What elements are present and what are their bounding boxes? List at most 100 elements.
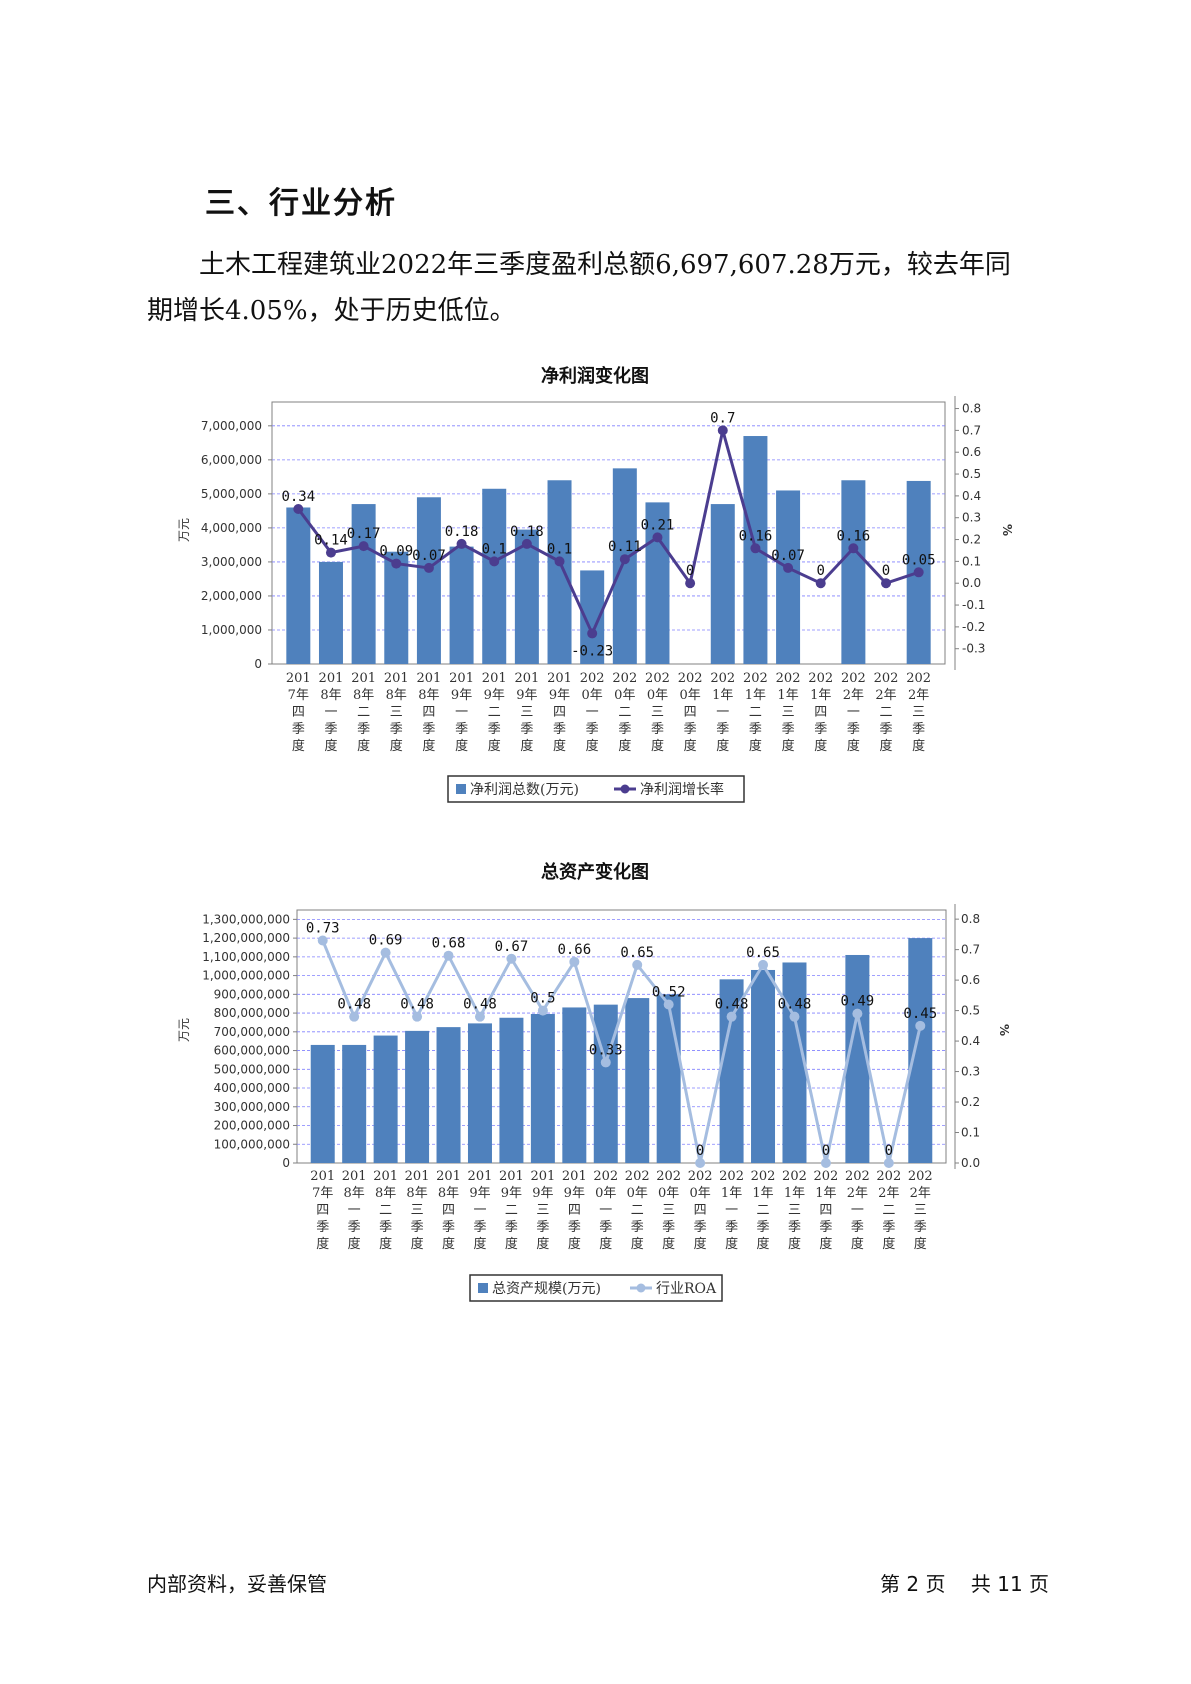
y-axis-unit-label: 万元 xyxy=(177,1018,191,1042)
line-point xyxy=(506,953,517,964)
x-tick-label: 季 xyxy=(618,722,631,737)
data-label: 0.5 xyxy=(530,991,555,1007)
data-label: 0.67 xyxy=(495,939,529,955)
x-tick-label: 季 xyxy=(442,1220,455,1235)
line-point xyxy=(815,578,826,589)
bar xyxy=(719,979,744,1163)
y2-tick-label: 0.8 xyxy=(962,402,981,416)
bar xyxy=(286,507,311,664)
x-tick-label: 季 xyxy=(725,1220,738,1235)
y2-tick-label: 0.7 xyxy=(962,423,981,437)
x-tick-label: 度 xyxy=(788,1236,801,1252)
y2-tick-label: 0.4 xyxy=(961,1034,980,1048)
bar xyxy=(782,962,807,1163)
x-tick-label: 8年 xyxy=(353,688,374,703)
x-tick-label: 一 xyxy=(847,705,860,720)
x-tick-label: 201 xyxy=(547,671,572,686)
x-tick-label: 三 xyxy=(411,1203,424,1218)
x-tick-label: 二 xyxy=(757,1203,770,1218)
x-tick-label: 度 xyxy=(568,1236,581,1252)
y2-tick-label: 0.6 xyxy=(961,973,980,987)
line-point xyxy=(685,578,696,589)
x-tick-label: 8年 xyxy=(418,688,439,703)
data-label: 0.14 xyxy=(314,533,348,549)
line-point xyxy=(852,1008,863,1019)
x-tick-label: 度 xyxy=(618,738,631,754)
y2-tick-label: 0.2 xyxy=(962,533,981,547)
bar xyxy=(908,938,933,1163)
x-tick-label: 度 xyxy=(520,738,533,754)
x-tick-label: 三 xyxy=(662,1203,675,1218)
bar xyxy=(776,490,801,664)
bar xyxy=(351,504,376,664)
data-label: 0 xyxy=(882,563,890,579)
x-tick-label: 202 xyxy=(688,1169,713,1184)
x-tick-label: 季 xyxy=(536,1220,549,1235)
line-point xyxy=(726,1011,737,1022)
x-tick-label: 二 xyxy=(505,1203,518,1218)
x-tick-label: 度 xyxy=(716,738,729,754)
line-point xyxy=(569,956,580,967)
x-tick-label: 度 xyxy=(819,1236,832,1252)
bar xyxy=(384,551,409,664)
data-label: 0.48 xyxy=(337,997,371,1013)
y-tick-label: 300,000,000 xyxy=(214,1100,290,1114)
bar xyxy=(342,1044,367,1163)
y-tick-label: 7,000,000 xyxy=(201,419,262,433)
x-tick-label: 0年 xyxy=(658,1186,679,1201)
y-tick-label: 500,000,000 xyxy=(214,1062,290,1076)
x-tick-label: 度 xyxy=(651,738,664,754)
x-tick-label: 202 xyxy=(906,671,931,686)
x-tick-label: 三 xyxy=(536,1203,549,1218)
line-point xyxy=(349,1011,360,1022)
y2-tick-label: 0.3 xyxy=(961,1065,980,1079)
x-tick-label: 9年 xyxy=(451,688,472,703)
x-tick-label: 季 xyxy=(912,722,925,737)
x-tick-label: 202 xyxy=(908,1169,933,1184)
data-label: 0.11 xyxy=(608,539,642,555)
data-label: 0 xyxy=(885,1143,893,1159)
x-tick-label: 二 xyxy=(488,705,501,720)
line-point xyxy=(521,538,532,549)
legend-line-label: 行业ROA xyxy=(656,1281,717,1297)
bar xyxy=(318,561,343,664)
x-tick-label: 2年 xyxy=(878,1186,899,1201)
bar xyxy=(514,529,539,664)
data-label: 0.17 xyxy=(347,526,381,542)
x-tick-label: 四 xyxy=(422,705,435,720)
x-tick-label: 一 xyxy=(851,1203,864,1218)
x-tick-label: 季 xyxy=(651,722,664,737)
x-tick-label: 度 xyxy=(599,1236,612,1252)
x-tick-label: 2年 xyxy=(847,1186,868,1201)
x-tick-label: 一 xyxy=(473,1203,486,1218)
line-point xyxy=(783,562,794,573)
x-tick-label: 四 xyxy=(568,1203,581,1218)
x-tick-label: 度 xyxy=(882,1236,895,1252)
x-tick-label: 202 xyxy=(656,1169,681,1184)
x-tick-label: 四 xyxy=(442,1203,455,1218)
x-tick-label: 季 xyxy=(292,722,305,737)
data-label: 0 xyxy=(696,1143,704,1159)
bar xyxy=(499,1017,524,1163)
line-point xyxy=(820,1158,831,1168)
data-label: 0.07 xyxy=(412,548,446,564)
x-tick-label: 202 xyxy=(645,671,670,686)
x-tick-label: 0年 xyxy=(614,688,635,703)
x-tick-label: 9年 xyxy=(564,1186,585,1201)
line-point xyxy=(456,538,467,549)
x-tick-label: 度 xyxy=(357,738,370,754)
x-tick-label: 度 xyxy=(912,738,925,754)
x-tick-label: 度 xyxy=(757,1236,770,1252)
y-axis-unit-label: 万元 xyxy=(177,518,191,542)
bar xyxy=(482,488,507,664)
x-tick-label: 201 xyxy=(530,1169,555,1184)
x-tick-label: 度 xyxy=(455,738,468,754)
x-tick-label: 202 xyxy=(678,671,703,686)
x-tick-label: 一 xyxy=(716,705,729,720)
data-label: 0 xyxy=(817,563,825,579)
x-tick-label: 三 xyxy=(520,705,533,720)
bar xyxy=(467,1023,492,1163)
x-tick-label: 202 xyxy=(845,1169,870,1184)
bar xyxy=(405,1030,430,1163)
line-point xyxy=(848,543,859,554)
